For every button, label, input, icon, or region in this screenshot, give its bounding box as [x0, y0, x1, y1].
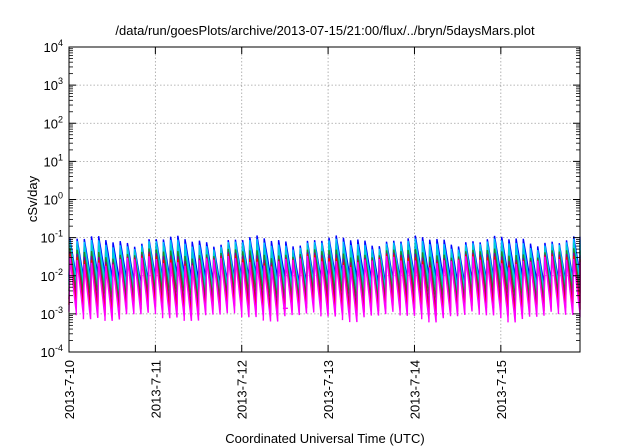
x-tick-label: 2013-7-13: [321, 360, 336, 419]
x-tick-label: 2013-7-11: [148, 360, 163, 418]
series-line: [68, 242, 581, 296]
x-tick-label: 2013-7-12: [235, 360, 250, 419]
grid: [69, 47, 580, 352]
x-axis: 2013-7-10 2013-7-11 2013-7-12 2013-7-13 2013…: [62, 47, 509, 419]
y-tick-label: 103: [44, 76, 63, 93]
x-axis-label: Coordinated Universal Time (UTC): [225, 431, 424, 446]
y-axis: 10-4 10-3 10-2 10-1 100 101 102 103 104: [41, 38, 580, 360]
y-tick-label: 104: [44, 38, 63, 55]
chart-title: /data/run/goesPlots/archive/2013-07-15/2…: [115, 23, 535, 38]
x-tick-label: 2013-7-10: [62, 360, 77, 419]
y-tick-label: 10-2: [41, 267, 63, 284]
x-tick-label: 2013-7-14: [407, 360, 422, 419]
y-tick-label: 102: [44, 114, 63, 131]
series-group: [68, 235, 581, 323]
y-axis-label: cSv/day: [25, 175, 40, 222]
y-tick-label: 101: [44, 152, 63, 169]
y-tick-label: 100: [44, 191, 63, 208]
x-tick-label: 2013-7-15: [494, 360, 509, 419]
series-line: [68, 255, 581, 323]
y-tick-label: 10-1: [41, 229, 63, 246]
y-tick-label: 10-3: [41, 305, 63, 322]
y-tick-label: 10-4: [41, 343, 63, 360]
